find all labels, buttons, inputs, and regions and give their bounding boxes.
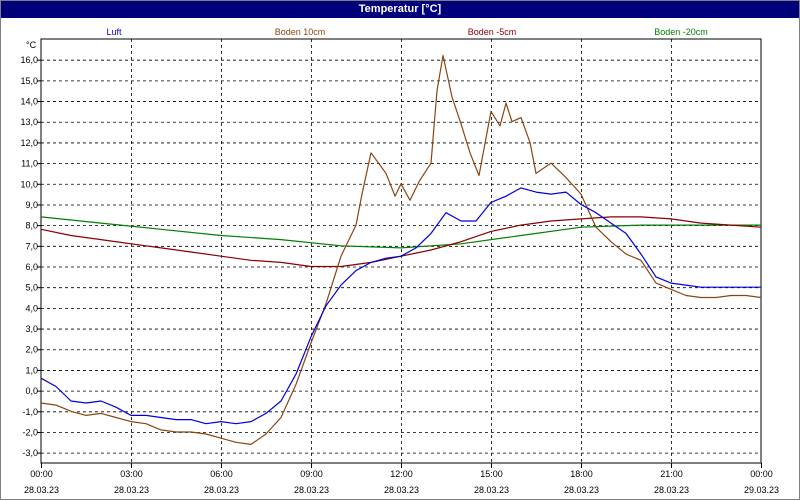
y-tick-label: 15,0: [20, 76, 38, 86]
series-line: [40, 187, 761, 425]
plot-area: [40, 38, 762, 464]
x-tick-time: 21:00: [660, 469, 683, 479]
y-tick-label: 16,0: [20, 55, 38, 65]
y-tick-label: 1,0: [25, 365, 38, 375]
x-tick-date: 28.03.23: [24, 485, 59, 495]
legend-entry: Boden -20cm: [654, 27, 708, 37]
y-tick-label: -2,0: [22, 427, 38, 437]
legend-entry: Luft: [106, 27, 122, 37]
x-tick-time: 15:00: [480, 469, 503, 479]
x-tick-time: 00:00: [30, 469, 53, 479]
y-tick-label: -1,0: [22, 407, 38, 417]
y-tick-label: 3,0: [25, 324, 38, 334]
y-tick-label: 7,0: [25, 241, 38, 251]
x-tick-date: 28.03.23: [294, 485, 329, 495]
x-tick-date: 28.03.23: [204, 485, 239, 495]
x-tick-time: 06:00: [210, 469, 233, 479]
y-tick-label: 2,0: [25, 345, 38, 355]
series-line: [40, 216, 761, 249]
y-tick-label: 10,0: [20, 179, 38, 189]
series-line: [40, 54, 762, 445]
x-tick-time: 09:00: [300, 469, 323, 479]
x-tick-date: 28.03.23: [654, 485, 689, 495]
x-tick-date: 28.03.23: [564, 485, 599, 495]
legend-entry: Boden 10cm: [275, 27, 326, 37]
x-tick-date: 28.03.23: [114, 485, 149, 495]
y-tick-label: 9,0: [25, 200, 38, 210]
y-tick-label: 4,0: [25, 303, 38, 313]
x-tick-time: 18:00: [570, 469, 593, 479]
y-tick-label: 13,0: [20, 117, 38, 127]
y-tick-label: 11,0: [21, 159, 38, 169]
chart-title: Temperatur [°C]: [1, 1, 799, 18]
y-tick-label: 14,0: [20, 97, 38, 107]
y-tick-label: 5,0: [25, 283, 38, 293]
x-tick-time: 12:00: [390, 469, 413, 479]
x-tick-time: 03:00: [120, 469, 143, 479]
x-tick-date: 28.03.23: [474, 485, 509, 495]
y-tick-label: 12,0: [20, 138, 38, 148]
x-tick-date: 28.03.23: [384, 485, 419, 495]
y-tick-label: 0,0: [25, 386, 38, 396]
y-tick-label: 6,0: [25, 262, 38, 272]
y-axis-label: °C: [26, 40, 37, 50]
legend-entry: Boden -5cm: [468, 27, 517, 37]
y-tick-label: -3,0: [22, 448, 38, 458]
x-tick-date: 29.03.23: [744, 485, 779, 495]
y-tick-label: 8,0: [25, 221, 38, 231]
x-tick-time: 00:00: [750, 469, 773, 479]
